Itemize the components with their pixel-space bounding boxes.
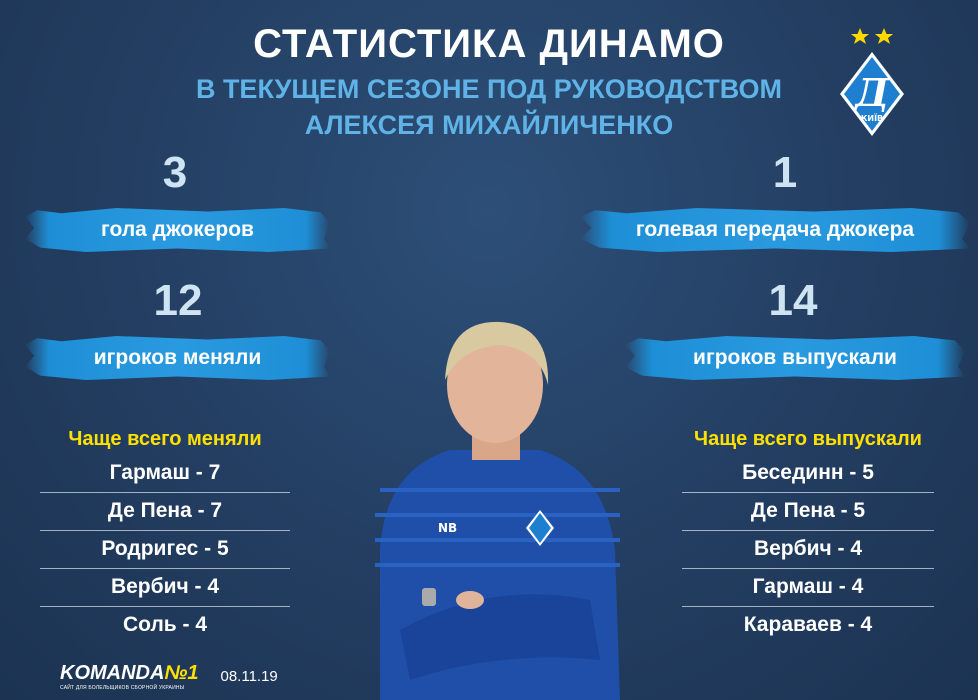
list-item: Гармаш - 7 <box>40 455 290 493</box>
dynamo-kyiv-logo: Д КИЇВ <box>838 22 908 146</box>
list-item: Вербич - 4 <box>682 531 934 569</box>
stat-value: 12 <box>153 276 203 325</box>
subtitle-line2: АЛЕКСЕЯ МИХАЙЛИЧЕНКО <box>304 110 674 140</box>
stat-label: голевая передача джокера <box>580 208 970 252</box>
list-title: Чаще всего меняли <box>68 428 262 450</box>
right-list: Чаще всего выпускали Бесединн - 5 Де Пен… <box>682 428 934 644</box>
list-item: Де Пена - 5 <box>682 493 934 531</box>
stat-value: 14 <box>768 276 818 325</box>
komanda-logo: KOMANDA№1 САЙТ ДЛЯ БОЛЕЛЬЩИКОВ СБОРНОЙ У… <box>60 662 199 691</box>
list-item: Бесединн - 5 <box>682 455 934 493</box>
stat-value: 3 <box>162 148 188 197</box>
stat-label: игроков выпускали <box>625 336 965 380</box>
list-item: Гармаш - 4 <box>682 569 934 607</box>
stat-value: 1 <box>772 148 798 197</box>
list-item: Родригес - 5 <box>40 531 290 569</box>
list-item: Вербич - 4 <box>40 569 290 607</box>
list-item: Де Пена - 7 <box>40 493 290 531</box>
svg-text:Д: Д <box>853 70 890 115</box>
star-icon <box>851 28 869 44</box>
stat-label: гола джокеров <box>25 208 330 252</box>
footer: KOMANDA№1 САЙТ ДЛЯ БОЛЕЛЬЩИКОВ СБОРНОЙ У… <box>60 662 278 691</box>
left-list: Чаще всего меняли Гармаш - 7 Де Пена - 7… <box>40 428 290 644</box>
coach-photo: NB <box>360 300 630 700</box>
subtitle-line1: В ТЕКУЩЕМ СЕЗОНЕ ПОД РУКОВОДСТВОМ <box>195 74 783 104</box>
stat-label: игроков меняли <box>25 336 330 380</box>
svg-text:NB: NB <box>438 521 457 535</box>
list-item: Караваев - 4 <box>743 613 873 636</box>
date: 08.11.19 <box>220 668 278 685</box>
svg-text:КИЇВ: КИЇВ <box>861 113 883 123</box>
star-icon <box>875 28 893 44</box>
list-item: Соль - 4 <box>122 613 208 636</box>
page-title: СТАТИСТИКА ДИНАМО <box>253 22 725 66</box>
list-title: Чаще всего выпускали <box>694 428 922 450</box>
